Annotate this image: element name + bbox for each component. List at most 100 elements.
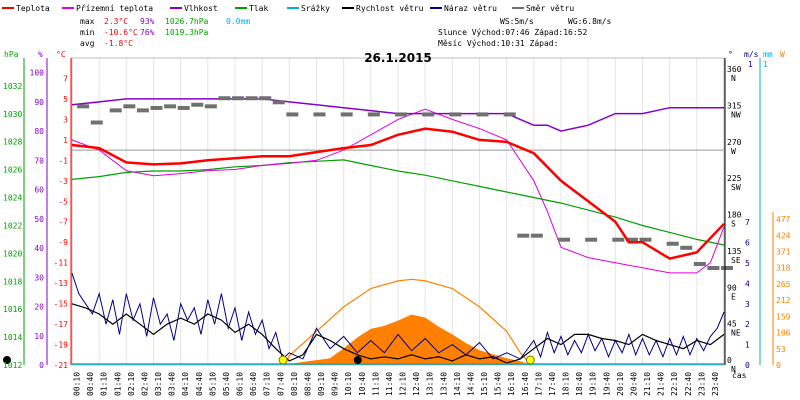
temp-tick-label: -3 xyxy=(58,177,68,186)
wind-direction-mark xyxy=(286,112,299,117)
humidity-tick-label: 90 xyxy=(34,98,44,107)
wind-direction-mark xyxy=(585,237,598,242)
time-tick-label: 23:10 xyxy=(697,372,706,396)
humidity-tick-label: 60 xyxy=(34,186,44,195)
direction-tick-label: 315 xyxy=(727,101,742,110)
wind-direction-mark xyxy=(422,112,435,117)
wind-direction-mark xyxy=(136,108,149,113)
wind-tick-label: 2 xyxy=(745,320,750,329)
time-tick-label: 13:10 xyxy=(426,372,435,396)
time-tick-label: 01:40 xyxy=(113,372,122,396)
wind-tick-label: 5 xyxy=(745,259,750,268)
hpa-tick-label: 1026 xyxy=(3,166,22,175)
humidity-tick-label: 80 xyxy=(34,127,44,136)
hpa-tick-label: 1030 xyxy=(3,110,22,119)
stat-min-hum: 76% xyxy=(140,28,155,37)
series-vlhkost xyxy=(71,98,724,132)
wind-direction-mark xyxy=(340,112,353,117)
legend-label: Srážky xyxy=(301,4,330,13)
direction-tick-name: N xyxy=(731,74,736,83)
time-tick-label: 02:40 xyxy=(140,372,149,396)
stat-avg-label: avg xyxy=(80,39,95,48)
time-tick-label: 11:10 xyxy=(371,372,380,396)
hpa-tick-label: 1018 xyxy=(3,277,22,286)
legend-label: Vlhkost xyxy=(184,4,218,13)
hpa-tick-label: 1016 xyxy=(3,305,22,314)
wind-direction-mark xyxy=(272,100,285,105)
temp-tick-label: -15 xyxy=(54,300,69,309)
sunrise-marker xyxy=(278,355,288,365)
legend-label: Teplota xyxy=(16,4,50,13)
time-tick-label: 06:10 xyxy=(236,372,245,396)
direction-axis-title: ° xyxy=(728,50,733,59)
wind-direction-mark xyxy=(625,237,638,242)
temp-tick-label: -13 xyxy=(54,279,69,288)
wind-direction-mark xyxy=(680,245,693,250)
chart-title: 26.1.2015 xyxy=(364,51,432,65)
sunset-marker xyxy=(525,355,535,365)
wind-tick-label: 3 xyxy=(745,300,750,309)
wind-axis-title: m/s xyxy=(744,50,759,59)
legend-label: Náraz větru xyxy=(444,4,497,13)
time-tick-label: 03:10 xyxy=(154,372,163,396)
direction-tick-name: E xyxy=(731,292,736,301)
stat-min-press: 1019.3hPa xyxy=(165,28,209,37)
time-tick-label: 02:10 xyxy=(127,372,136,396)
wind-direction-mark xyxy=(245,96,258,101)
time-tick-label: 17:40 xyxy=(548,372,557,396)
stat-max-press: 1026.7hPa xyxy=(165,17,209,26)
time-tick-label: 08:10 xyxy=(290,372,299,396)
wind-tick-label: 0 xyxy=(745,361,750,370)
stat-max-label: max xyxy=(80,17,95,26)
solar-tick-label: 318 xyxy=(776,264,791,273)
time-tick-label: 01:10 xyxy=(100,372,109,396)
legend-label: Rychlost větru xyxy=(356,4,424,13)
wind-direction-mark xyxy=(693,261,706,266)
time-tick-label: 15:40 xyxy=(494,372,503,396)
stat-gust: WG:6.8m/s xyxy=(568,17,612,26)
plot-area xyxy=(3,96,733,366)
wind-direction-mark xyxy=(530,233,543,238)
direction-tick-name: W xyxy=(731,147,736,156)
legend: Teplota Přízemní teplota Vlhkost Tlak Srážky… xyxy=(2,4,574,13)
wind-direction-mark xyxy=(90,120,103,125)
series-naraz xyxy=(71,273,725,360)
time-tick-label: 09:40 xyxy=(331,372,340,396)
stat-max-hum: 93% xyxy=(140,17,155,26)
humidity-tick-label: 70 xyxy=(34,156,44,165)
temp-tick-label: -21 xyxy=(54,361,69,370)
solar-tick-label: 371 xyxy=(776,247,791,256)
wind-tick-label: 4 xyxy=(745,279,750,288)
time-tick-label: 18:10 xyxy=(562,372,571,396)
direction-tick-label: 90 xyxy=(727,283,737,292)
time-tick-label: 04:40 xyxy=(195,372,204,396)
hpa-tick-label: 1020 xyxy=(3,249,22,258)
wind-direction-mark xyxy=(666,241,679,246)
time-tick-label: 07:40 xyxy=(276,372,285,396)
hpa-tick-label: 1028 xyxy=(3,138,22,147)
stat-wind: WS:5m/s xyxy=(500,17,534,26)
solar-tick-label: 106 xyxy=(776,329,791,338)
legend-label: Přízemní teplota xyxy=(76,4,153,13)
wind-direction-mark xyxy=(503,112,516,117)
series-prizemni-teplota xyxy=(71,108,725,274)
time-tick-label: 12:40 xyxy=(412,372,421,396)
time-tick-label: 16:40 xyxy=(521,372,530,396)
time-tick-label: 14:40 xyxy=(466,372,475,396)
time-tick-label: 12:10 xyxy=(399,372,408,396)
temp-tick-label: 7 xyxy=(63,74,68,83)
temp-tick-label: -19 xyxy=(54,341,69,350)
wind-tick-label: 7 xyxy=(745,218,750,227)
series-teplota xyxy=(71,127,725,260)
time-tick-label: 17:10 xyxy=(534,372,543,396)
direction-tick-name: SE xyxy=(731,256,741,265)
solar-tick-label: 53 xyxy=(776,345,786,354)
wind-direction-mark xyxy=(449,112,462,117)
hpa-tick-label: 1032 xyxy=(3,82,22,91)
direction-tick-name: N xyxy=(731,365,736,374)
direction-tick-label: 135 xyxy=(727,247,742,256)
moon-marker xyxy=(3,356,11,364)
temp-tick-label: -7 xyxy=(58,218,68,227)
wind-direction-mark xyxy=(517,233,530,238)
wind-tick-label: 6 xyxy=(745,239,750,248)
